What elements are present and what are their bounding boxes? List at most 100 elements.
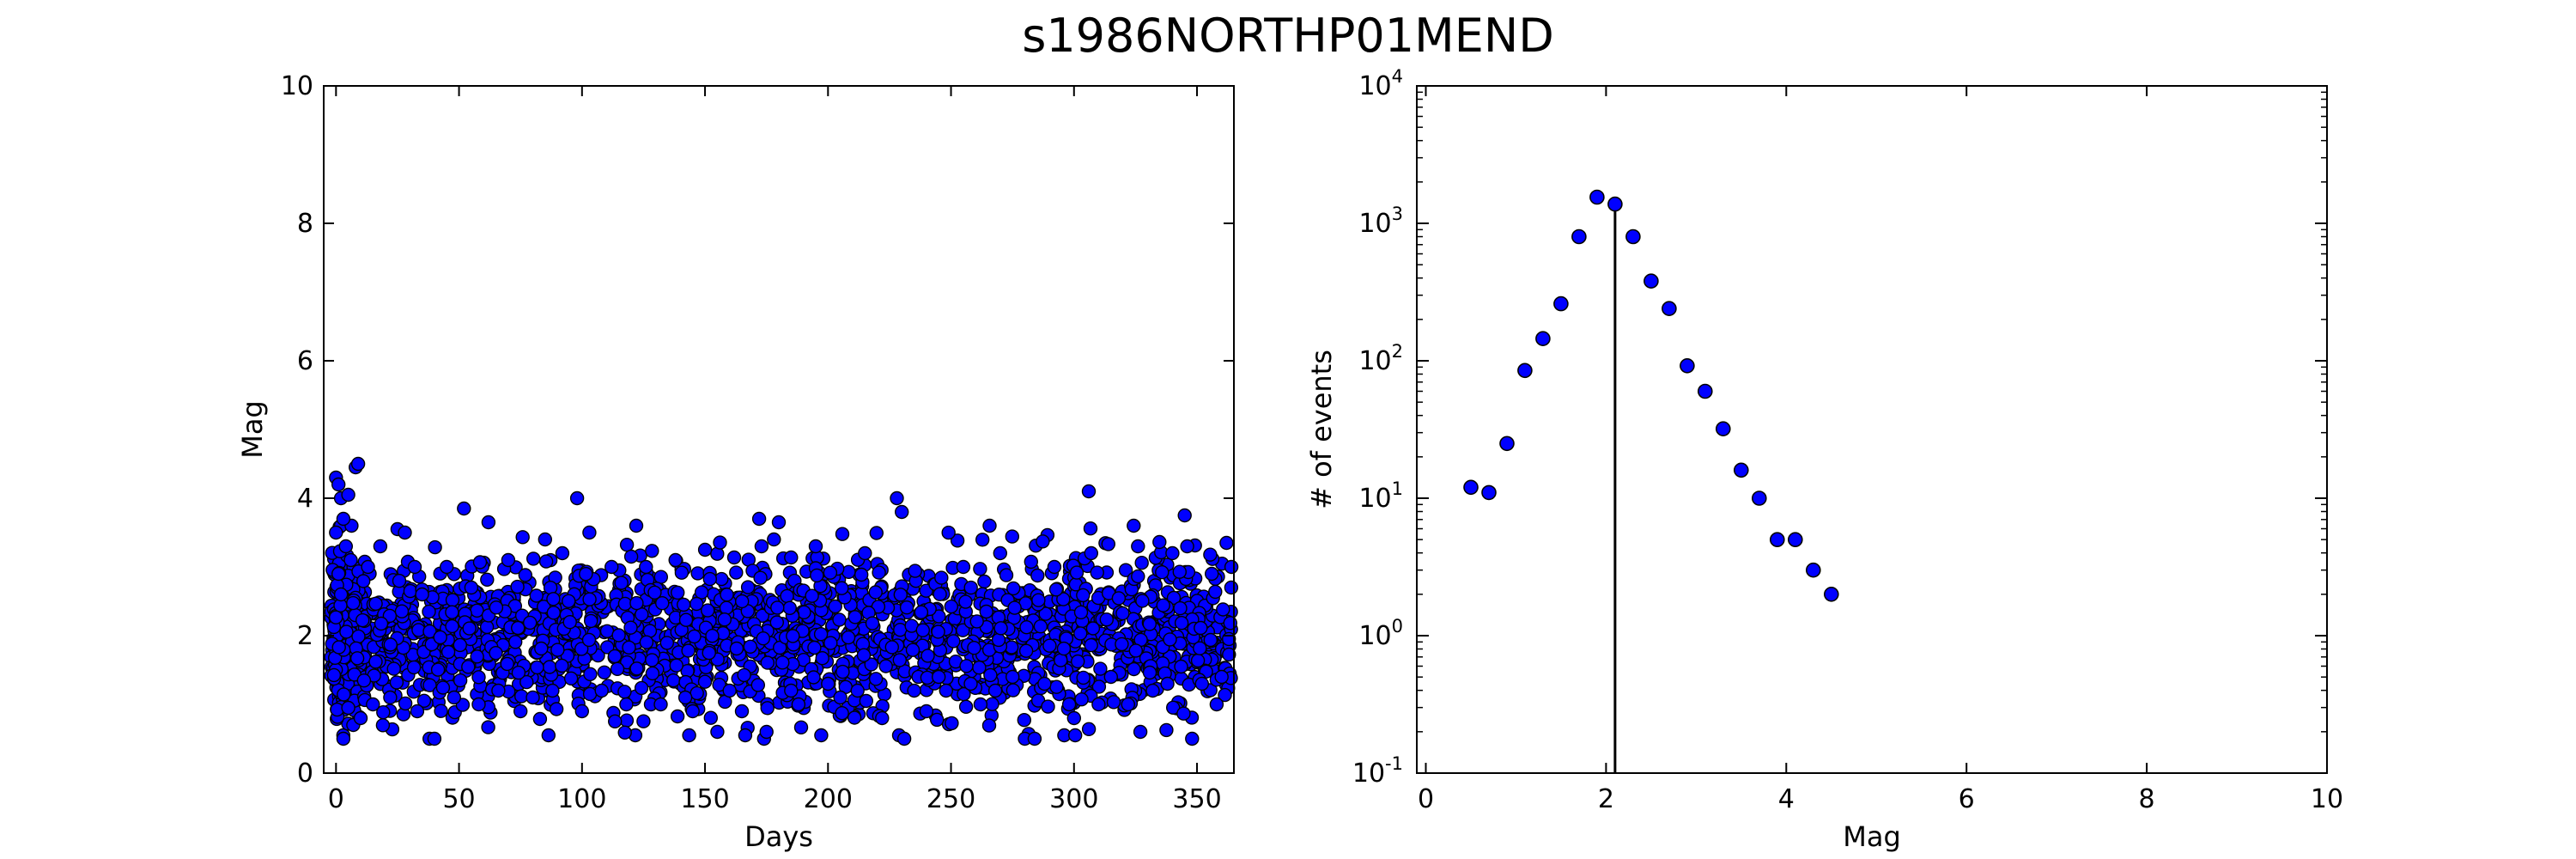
scatter-point [343,552,358,568]
histogram-ytick-label: 103 [1358,204,1403,239]
scatter-point [833,690,848,705]
scatter-point [1048,582,1064,597]
histogram-point [1499,436,1515,452]
scatter-point [1152,534,1167,550]
scatter-point [526,551,541,566]
scatter-point [1106,695,1121,710]
scatter-point [710,724,725,740]
scatter-point [1093,661,1108,676]
scatter-point [729,565,744,580]
scatter-point [726,550,742,565]
scatter-point [814,728,829,743]
scatter-point [647,585,662,600]
scatter-point [854,567,869,582]
scatter-point [519,674,534,690]
scatter-xtick-label: 100 [557,784,606,814]
scatter-point [392,574,407,588]
scatter-point [574,642,589,656]
scatter-point [815,651,829,666]
scatter-panel-days: 0 50 100 150 200 250 300 350 0 2 4 6 8 10 Days Mag [236,71,1239,853]
scatter-point [383,637,398,652]
scatter-point [1180,539,1194,554]
scatter-point [645,653,659,667]
scatter-point [1194,620,1208,636]
scatter-point [1090,565,1104,580]
scatter-point [368,596,383,611]
scatter-point [472,555,488,570]
scatter-point [639,559,653,575]
scatter-point [1155,565,1170,580]
scatter-point [515,530,530,545]
scatter-point [678,612,694,627]
scatter-point [805,588,819,603]
histogram-ytick-label: 101 [1358,478,1403,514]
scatter-point [1127,518,1141,533]
scatter-point [950,533,965,548]
scatter-point [1160,676,1175,691]
scatter-ylabel: Mag [236,400,269,459]
scatter-point [982,518,997,533]
scatter-point [1159,722,1174,738]
scatter-point [823,565,838,580]
scatter-point [471,697,486,712]
scatter-point [511,665,526,680]
scatter-point [481,515,496,530]
scatter-point [1091,697,1106,712]
scatter-point [751,511,767,527]
histogram-point [1806,562,1821,578]
scatter-point [619,713,635,728]
scatter-point [1084,637,1098,653]
scatter-point [538,532,552,547]
scatter-point [931,624,945,639]
scatter-point [914,605,929,619]
scatter-ytick-label: 0 [297,758,313,789]
scatter-point [416,693,432,708]
scatter-point [956,559,971,575]
scatter-point [945,716,959,731]
scatter-point [629,661,644,676]
scatter-point [806,670,821,685]
scatter-point [1069,565,1084,580]
scatter-point [934,570,949,585]
scatter-point [1081,722,1097,736]
histogram-point [1517,362,1533,379]
scatter-point [435,680,451,695]
scatter-point [697,542,713,557]
scatter-point [453,637,467,653]
scatter-point [634,680,649,696]
scatter-point [858,545,872,561]
scatter-point [368,655,383,669]
scatter-point [668,552,683,568]
scatter-point [756,631,770,646]
scatter-point [869,526,884,540]
scatter-point [523,615,538,631]
scatter-point [694,585,709,600]
histogram-point [1553,295,1569,312]
scatter-point [608,714,623,728]
scatter-point [453,673,468,688]
scatter-point [623,620,638,635]
scatter-point [1218,687,1232,703]
scatter-point [617,685,632,699]
scatter-point [1067,728,1083,743]
scatter-point [336,511,351,527]
scatter-point [445,605,459,619]
histogram-point [1589,189,1605,205]
scatter-point [338,539,353,554]
scatter-point [350,456,366,472]
scatter-point [738,728,753,743]
scatter-point [470,603,484,618]
scatter-point [1142,665,1157,680]
scatter-point [963,676,978,691]
scatter-point [415,587,429,602]
scatter-point [526,690,540,705]
histogram-ytick-label: 102 [1358,341,1403,376]
histogram-point [1770,532,1785,548]
scatter-point [353,710,368,726]
histogram-point [1824,586,1839,602]
scatter-point [999,568,1014,582]
scatter-point [1173,600,1188,616]
scatter-point [1073,605,1089,619]
scatter-point [780,588,794,604]
scatter-point [767,532,781,547]
